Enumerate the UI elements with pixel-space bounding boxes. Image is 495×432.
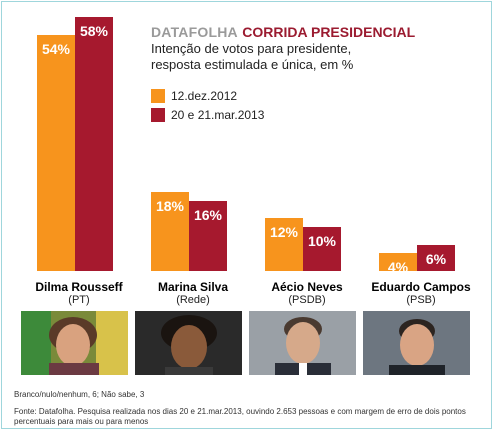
data-label-dilma-series-2: 58% [79,23,109,39]
category-label-aecio: Aécio Neves [271,280,343,294]
footnote: Branco/nulo/nenhum, 6; Não sabe, 3 [14,390,145,399]
subtitle-line-2: resposta estimulada e única, em % [151,57,354,72]
legend-item-series-1: 12.dez.2012 [151,89,237,103]
legend-label-series-2: 20 e 21.mar.2013 [171,108,265,122]
party-label-dilma: (PT) [68,294,90,306]
bar-marina-series-2 [189,201,227,271]
legend-swatch-series-1 [151,89,165,103]
data-label-aecio-series-2: 10% [307,233,337,249]
bar-marina-series-1 [151,192,189,271]
source-line-1: Fonte: Datafolha. Pesquisa realizada nos… [14,407,466,416]
bar-aecio-series-2 [303,227,341,271]
photo-marina-silva [135,311,242,375]
data-label-marina-series-1: 18% [155,198,185,214]
bar-aecio-series-1 [265,218,303,271]
party-label-eduardo: (PSB) [406,294,436,306]
brand-label: DATAFOLHA [151,24,238,40]
subtitle-line-1: Intenção de votos para presidente, [151,41,352,56]
chart-subtitle: Intenção de votos para presidente, respo… [151,41,451,73]
party-label-marina: (Rede) [176,294,210,306]
party-label-aecio: (PSDB) [288,294,326,306]
category-label-eduardo: Eduardo Campos [371,280,471,294]
source-line-2: percentuais para mais ou para menos [14,417,149,426]
data-label-eduardo-series-2: 6% [425,251,447,267]
legend-item-series-2: 20 e 21.mar.2013 [151,108,264,122]
chart-title: CORRIDA PRESIDENCIAL [242,24,416,40]
data-label-marina-series-2: 16% [193,207,223,223]
bar-eduardo-series-2 [417,245,455,271]
data-label-dilma-series-1: 54% [41,41,71,57]
category-label-dilma: Dilma Rousseff [35,280,123,294]
photo-eduardo-campos [363,311,470,375]
data-label-aecio-series-1: 12% [269,224,299,240]
bar-dilma-series-1 [37,35,75,271]
legend-label-series-1: 12.dez.2012 [171,89,238,103]
category-label-marina: Marina Silva [157,280,229,294]
chart-header: DATAFOLHA CORRIDA PRESIDENCIAL [151,24,415,42]
bar-eduardo-series-1 [379,253,417,271]
photo-dilma-rousseff [21,311,128,375]
photo-aecio-neves [249,311,356,375]
legend-swatch-series-2 [151,108,165,122]
data-label-eduardo-series-1: 4% [387,259,409,275]
bar-dilma-series-2 [75,17,113,271]
